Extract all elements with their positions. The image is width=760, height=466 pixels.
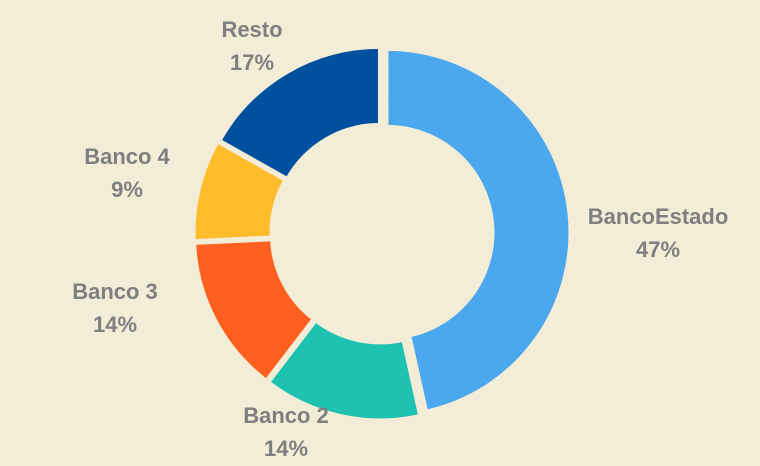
slice-banco-3 xyxy=(193,238,315,382)
slice-resto xyxy=(218,45,381,180)
label-banco-4-value: 9% xyxy=(111,177,143,202)
label-banco-3-name: Banco 3 xyxy=(72,279,158,304)
label-banco-3-value: 14% xyxy=(93,312,137,337)
label-banco-2-value: 14% xyxy=(264,436,308,461)
label-resto-name: Resto xyxy=(221,17,282,42)
label-resto-value: 17% xyxy=(230,50,274,75)
label-bancoestado-name: BancoEstado xyxy=(588,204,729,229)
label-banco-4-name: Banco 4 xyxy=(84,144,170,169)
label-banco-2-name: Banco 2 xyxy=(243,403,329,428)
label-bancoestado-value: 47% xyxy=(636,237,680,262)
slice-banco-2 xyxy=(267,319,422,422)
slices-group xyxy=(192,45,572,422)
slice-bancoestado xyxy=(385,47,572,413)
slice-banco-4 xyxy=(192,140,287,243)
